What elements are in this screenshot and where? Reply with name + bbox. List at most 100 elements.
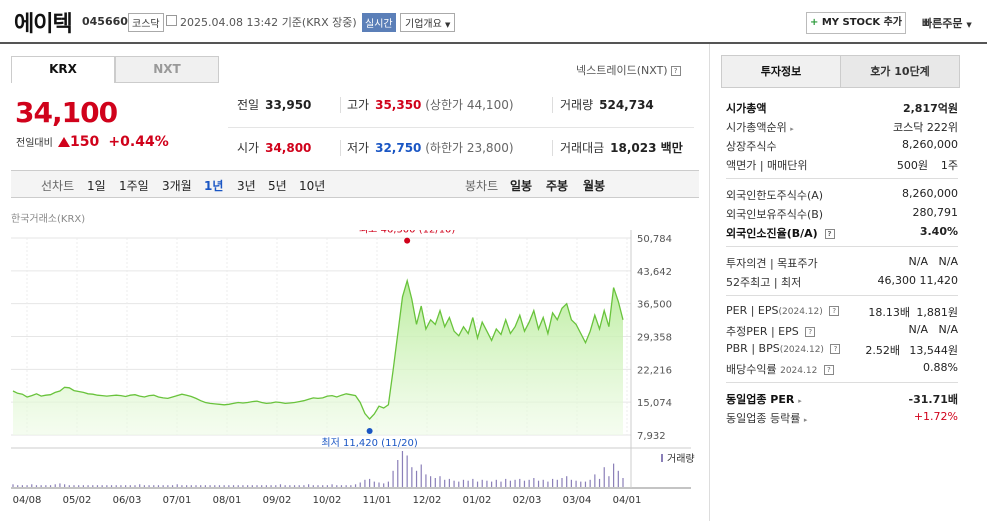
row-shares: 상장주식수 8,260,000	[726, 138, 958, 153]
volume-bar	[195, 485, 197, 487]
volume-bar	[542, 479, 544, 487]
row-opinion: 투자의견 | 목표주가 N/A N/A	[726, 255, 958, 270]
volume-bar	[350, 485, 352, 487]
volume-bar	[505, 478, 507, 487]
chevron-down-icon: ▼	[966, 21, 972, 29]
volume-bar	[392, 470, 394, 487]
row-foreign-limit: 외국인한도주식수(A) 8,260,000	[726, 187, 958, 202]
quick-order-dropdown[interactable]: 빠른주문 ▼	[922, 17, 972, 30]
volume-bar	[171, 485, 174, 487]
volume-bar	[21, 485, 23, 487]
volume-bar	[200, 485, 202, 487]
x-tick-label: 04/08	[13, 495, 42, 506]
volume-legend-swatch	[661, 454, 663, 462]
corp-info-dropdown[interactable]: 기업개요 ▼	[400, 13, 456, 32]
volume-bar	[204, 485, 206, 487]
chevron-down-icon: ▼	[445, 21, 451, 29]
chart-source: 한국거래소(KRX)	[11, 214, 86, 225]
volume-bar	[237, 485, 239, 487]
period-1d[interactable]: 1일	[87, 179, 106, 193]
tab-krx[interactable]: KRX	[11, 56, 115, 83]
y-tick-label: 7,932	[637, 431, 666, 442]
candle-daily[interactable]: 일봉	[510, 179, 533, 193]
volume-bar	[415, 470, 418, 487]
row-dividend: 배당수익률 2024.12 ? 0.88%	[726, 361, 958, 376]
volume-bar	[401, 451, 404, 487]
volume-bar	[129, 485, 131, 487]
volume-bar	[279, 484, 282, 487]
volume-bar	[12, 484, 14, 487]
volume-bar	[383, 483, 385, 487]
volume-bar	[420, 464, 422, 487]
volume-bar	[153, 485, 155, 487]
y-tick-label: 50,784	[637, 234, 672, 245]
market-badge: 코스닥	[128, 13, 164, 32]
volume-bar	[598, 478, 601, 487]
period-5y[interactable]: 5년	[268, 179, 287, 193]
x-tick-label: 11/01	[363, 495, 392, 506]
add-mystock-button[interactable]: + MY STOCK 추가	[806, 12, 906, 34]
volume-bar	[308, 484, 310, 487]
row-52week: 52주최고 | 최저 46,300 11,420	[726, 274, 958, 289]
price-area	[13, 280, 623, 435]
volume-bar	[448, 478, 450, 487]
volume-bar	[176, 484, 178, 487]
volume-bar	[476, 481, 479, 487]
quote-datetime: 2025.04.08 13:42 기준(KRX 장중)	[180, 16, 357, 29]
volume-bar	[580, 481, 582, 487]
period-10y[interactable]: 10년	[299, 179, 326, 193]
volume-bar	[430, 476, 432, 487]
volume-bar	[157, 485, 160, 487]
volume-bar	[49, 485, 52, 487]
volume-bar	[359, 482, 361, 487]
volume-bar	[92, 485, 94, 487]
realtime-badge[interactable]: 실시간	[362, 13, 396, 32]
row-est-per: 추정PER | EPS ? N/A N/A	[726, 323, 958, 338]
tab-orderbook[interactable]: 호가 10단계	[840, 55, 960, 88]
stat-volume: 거래량 524,734	[560, 98, 654, 112]
tab-invest-info[interactable]: 투자정보	[721, 55, 841, 88]
arrow-right-icon: ▸	[803, 416, 808, 424]
volume-bar	[59, 483, 61, 487]
row-foreign-hold: 외국인보유주식수(B) 280,791	[726, 206, 958, 221]
volume-bar	[472, 478, 474, 487]
stat-low: 저가 32,750 (하한가 23,800)	[347, 141, 514, 155]
help-icon: ?	[670, 66, 681, 76]
stock-code: 045660	[82, 15, 128, 28]
volume-bar	[547, 481, 549, 487]
stat-open: 시가 34,800	[237, 141, 312, 155]
volume-bar	[434, 478, 436, 487]
volume-bar	[331, 484, 333, 487]
volume-bar	[134, 485, 136, 487]
help-icon: ?	[805, 327, 816, 337]
stock-header: 에이텍 045660 코스닥 2025.04.08 13:42 기준(KRX 장…	[0, 0, 987, 44]
volume-bar	[139, 484, 141, 487]
volume-bar	[608, 476, 610, 487]
candle-chart-label: 봉차트	[465, 179, 499, 193]
volume-bar	[218, 485, 221, 487]
y-tick-label: 29,358	[637, 333, 672, 344]
price-chart[interactable]: 50,784 43,642 36,500 29,358 22,216 15,074 7,93…	[11, 224, 699, 521]
stat-amount: 거래대금 18,023 백만	[560, 141, 683, 155]
y-tick-label: 36,500	[637, 300, 672, 311]
volume-bar	[354, 484, 357, 487]
up-triangle-icon	[58, 137, 70, 147]
help-icon: ?	[830, 344, 841, 354]
stock-name: 에이텍	[14, 12, 73, 37]
nxt-info-link[interactable]: 넥스트레이드(NXT)?	[576, 62, 681, 78]
period-1y[interactable]: 1년	[204, 179, 224, 193]
candle-monthly[interactable]: 월봉	[583, 179, 606, 193]
tab-nxt[interactable]: NXT	[115, 56, 219, 83]
period-3y[interactable]: 3년	[237, 179, 256, 193]
period-3m[interactable]: 3개월	[162, 179, 192, 193]
volume-bar	[167, 485, 169, 487]
volume-bar	[214, 485, 216, 487]
info-table: 시가총액 2,817억원 시가총액순위 ▸ 코스닥 222위 상장주식수 8,260,…	[726, 97, 958, 426]
calendar-icon	[166, 15, 177, 26]
volume-bar	[261, 485, 263, 487]
period-1w[interactable]: 1주일	[119, 179, 149, 193]
x-tick-label: 04/01	[613, 495, 642, 506]
volume-bar	[387, 481, 389, 487]
volume-bar	[17, 485, 19, 487]
candle-weekly[interactable]: 주봉	[546, 179, 569, 193]
